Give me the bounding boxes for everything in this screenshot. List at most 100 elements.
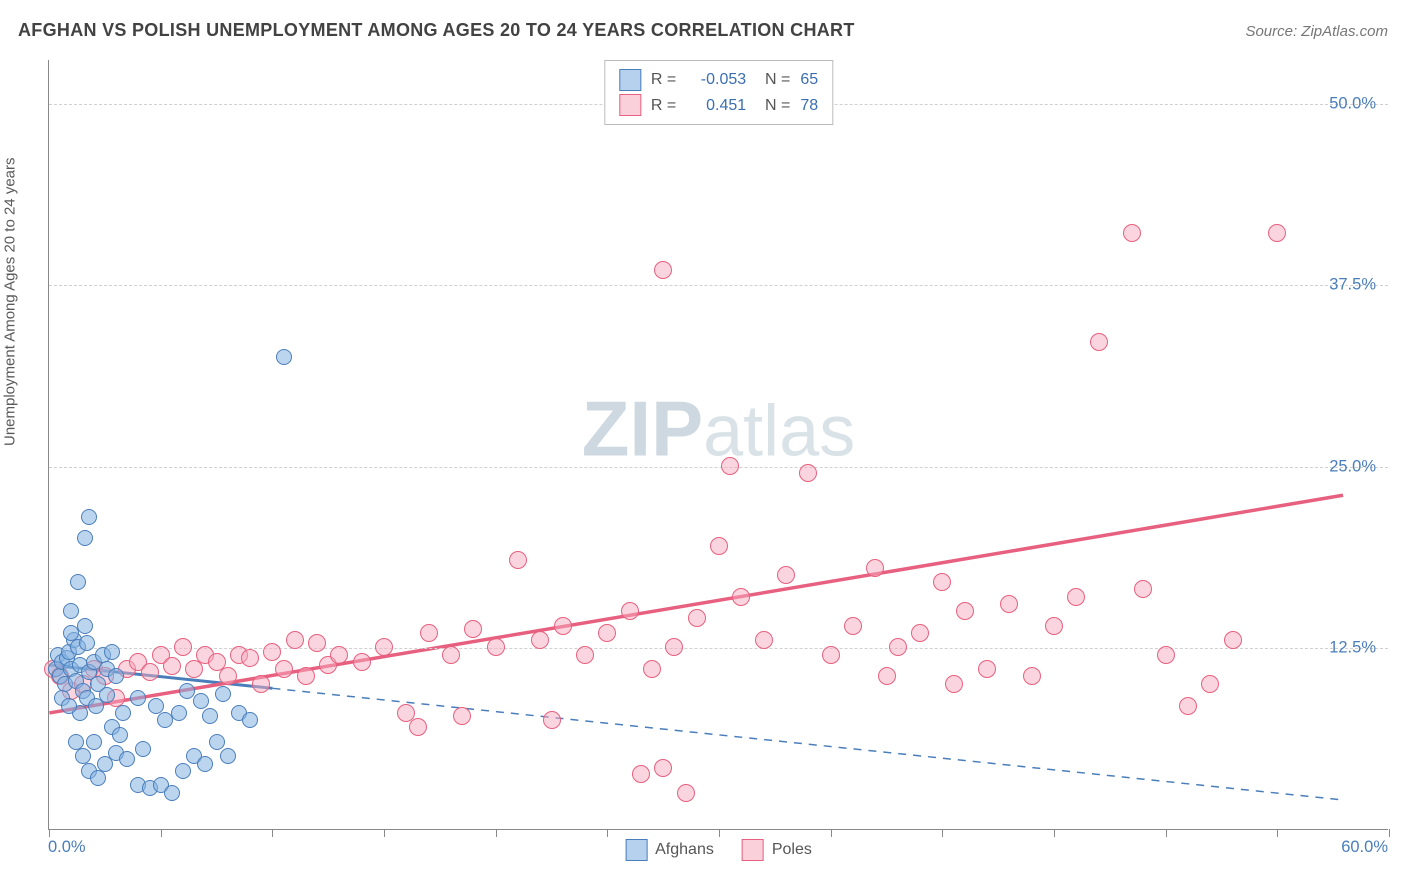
afghans-point (112, 727, 128, 743)
legend-n-value: 65 (800, 67, 818, 93)
x-axis-origin-label: 0.0% (48, 838, 86, 857)
gridline (49, 285, 1388, 286)
poles-point (632, 765, 650, 783)
afghans-point (197, 756, 213, 772)
poles-point (1157, 646, 1175, 664)
legend-n-label: N = (756, 93, 790, 119)
poles-point (1134, 580, 1152, 598)
poles-point (174, 638, 192, 656)
afghans-point (215, 686, 231, 702)
y-tick-label: 37.5% (1329, 276, 1376, 295)
poles-point (1090, 333, 1108, 351)
poles-point (487, 638, 505, 656)
poles-point (1201, 675, 1219, 693)
correlation-legend: R = -0.053 N = 65R = 0.451 N = 78 (604, 60, 833, 125)
poles-point (1224, 631, 1242, 649)
afghans-point (175, 763, 191, 779)
legend-n-label: N = (756, 67, 790, 93)
x-tick (831, 829, 832, 837)
poles-point (889, 638, 907, 656)
y-axis-label: Unemployment Among Ages 20 to 24 years (2, 157, 19, 446)
x-tick (1166, 829, 1167, 837)
poles-point (710, 537, 728, 555)
watermark: ZIPatlas (582, 384, 855, 475)
chart-title: AFGHAN VS POLISH UNEMPLOYMENT AMONG AGES… (18, 20, 855, 41)
poles-point (275, 660, 293, 678)
poles-point (453, 707, 471, 725)
poles-point (844, 617, 862, 635)
afghans-point (108, 668, 124, 684)
poles-point (688, 609, 706, 627)
poles-point (1268, 224, 1286, 242)
poles-point (252, 675, 270, 693)
afghans-point (115, 705, 131, 721)
legend-r-label: R = (651, 67, 676, 93)
y-tick-label: 25.0% (1329, 457, 1376, 476)
gridline (49, 467, 1388, 468)
poles-point (241, 649, 259, 667)
legend-swatch (619, 94, 641, 116)
x-tick (384, 829, 385, 837)
poles-point (308, 634, 326, 652)
afghans-point (104, 644, 120, 660)
poles-point (878, 667, 896, 685)
afghans-point (209, 734, 225, 750)
poles-point (163, 657, 181, 675)
poles-point (978, 660, 996, 678)
poles-point (721, 457, 739, 475)
x-tick (1054, 829, 1055, 837)
poles-point (755, 631, 773, 649)
poles-point (141, 663, 159, 681)
poles-point (732, 588, 750, 606)
x-tick (49, 829, 50, 837)
series-legend: AfghansPoles (625, 839, 812, 861)
poles-point (1000, 595, 1018, 613)
y-tick-label: 12.5% (1329, 639, 1376, 658)
poles-point (543, 711, 561, 729)
poles-point (777, 566, 795, 584)
afghans-point (90, 770, 106, 786)
y-tick-label: 50.0% (1329, 94, 1376, 113)
legend-series-label: Poles (772, 841, 812, 859)
poles-point (442, 646, 460, 664)
poles-point (420, 624, 438, 642)
afghans-point (276, 349, 292, 365)
source-attribution: Source: ZipAtlas.com (1245, 23, 1388, 40)
poles-point (531, 631, 549, 649)
poles-point (933, 573, 951, 591)
poles-point (1023, 667, 1041, 685)
legend-swatch (619, 69, 641, 91)
afghans-point (63, 603, 79, 619)
poles-point (297, 667, 315, 685)
poles-point (554, 617, 572, 635)
poles-point (665, 638, 683, 656)
poles-point (509, 551, 527, 569)
x-tick (1389, 829, 1390, 837)
poles-point (598, 624, 616, 642)
afghans-point (130, 690, 146, 706)
poles-point (375, 638, 393, 656)
poles-point (353, 653, 371, 671)
afghans-point (70, 574, 86, 590)
afghans-point (99, 687, 115, 703)
poles-point (1123, 224, 1141, 242)
poles-point (464, 620, 482, 638)
poles-point (643, 660, 661, 678)
poles-point (799, 464, 817, 482)
afghans-point (148, 698, 164, 714)
plot-area: ZIPatlas R = -0.053 N = 65R = 0.451 N = … (48, 60, 1388, 830)
afghans-point (61, 698, 77, 714)
afghans-point (193, 693, 209, 709)
poles-point (945, 675, 963, 693)
legend-n-value: 78 (800, 93, 818, 119)
afghans-point (86, 734, 102, 750)
poles-point (286, 631, 304, 649)
poles-point (1045, 617, 1063, 635)
afghans-point (63, 625, 79, 641)
legend-r-value: 0.451 (686, 93, 746, 119)
poles-point (911, 624, 929, 642)
poles-point (219, 667, 237, 685)
afghans-point (202, 708, 218, 724)
poles-point (956, 602, 974, 620)
afghans-point (81, 509, 97, 525)
